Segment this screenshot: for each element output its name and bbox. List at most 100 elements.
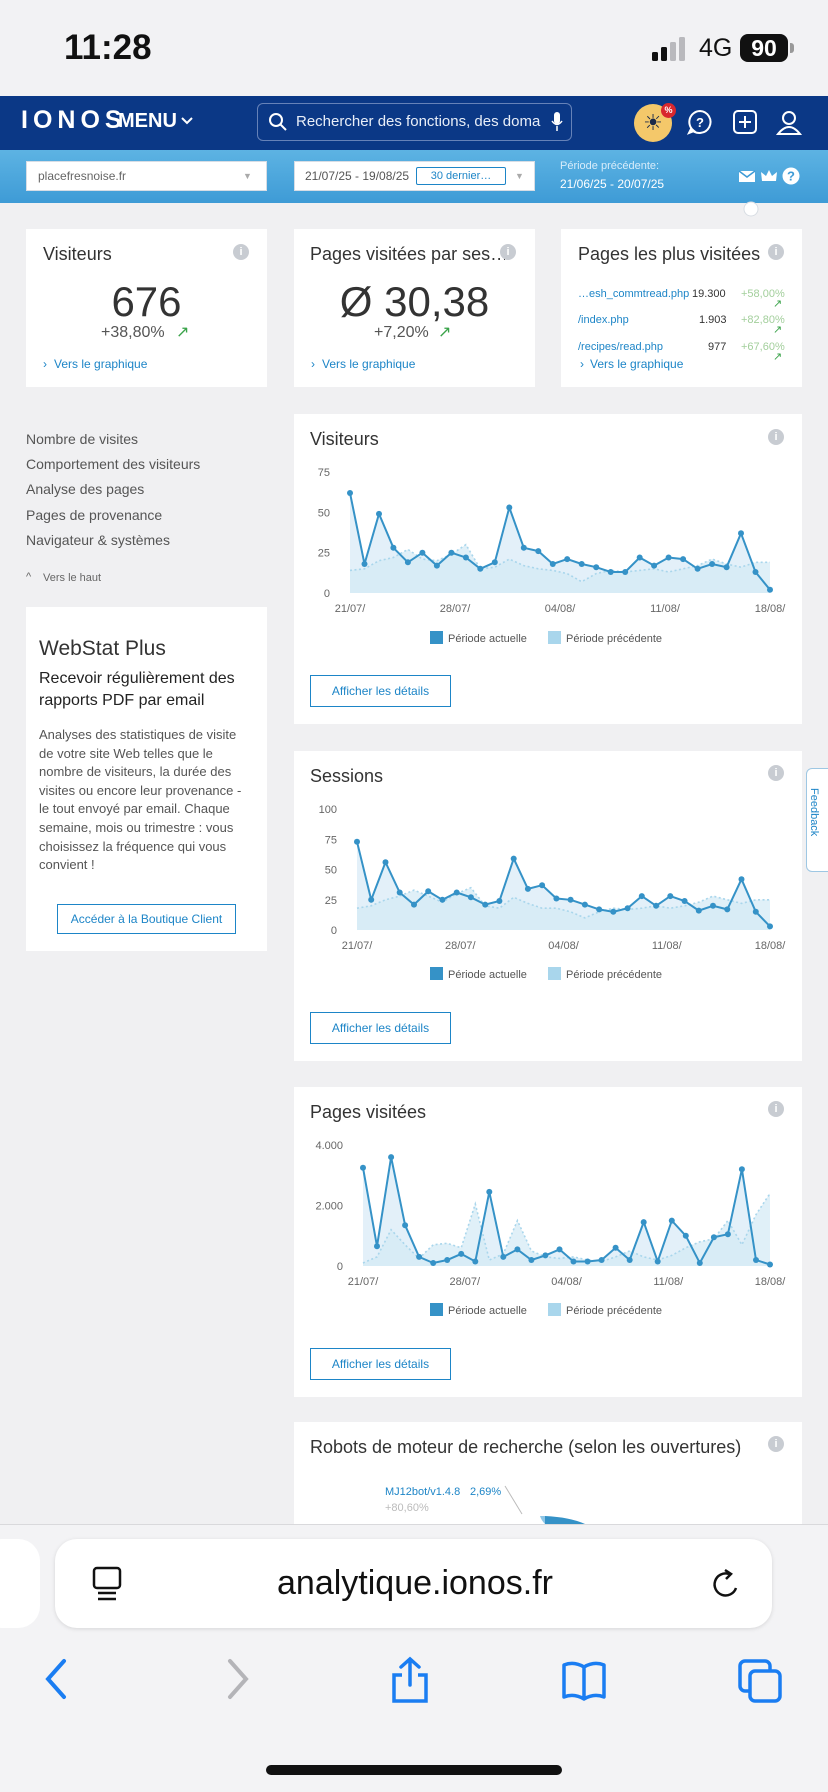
reader-mode-icon[interactable] bbox=[92, 1566, 122, 1602]
sidebar-link-pages[interactable]: Analyse des pages bbox=[26, 481, 145, 497]
user-icon[interactable] bbox=[775, 108, 803, 136]
ionos-logo[interactable]: IONOS bbox=[21, 106, 127, 134]
crown-icon[interactable] bbox=[759, 166, 779, 186]
show-details-button[interactable]: Afficher les détails bbox=[310, 1012, 451, 1044]
domain-select[interactable] bbox=[26, 161, 267, 191]
data-point bbox=[581, 901, 588, 908]
feedback-tab[interactable] bbox=[806, 768, 828, 872]
signal-icon bbox=[652, 37, 685, 61]
data-point bbox=[638, 893, 645, 900]
info-icon[interactable]: i bbox=[768, 765, 784, 781]
reload-icon[interactable] bbox=[710, 1568, 742, 1602]
data-point bbox=[694, 565, 701, 572]
data-point bbox=[723, 564, 730, 571]
chart-link[interactable]: Vers le graphique bbox=[54, 357, 148, 371]
legend-current: Période actuelle bbox=[430, 631, 527, 645]
chart-title: Visiteurs bbox=[310, 429, 379, 449]
share-icon[interactable] bbox=[388, 1655, 432, 1703]
mail-icon[interactable] bbox=[737, 166, 757, 186]
chart-title: Robots de moteur de recherche (selon les… bbox=[310, 1437, 742, 1457]
legend-swatch bbox=[548, 967, 561, 980]
data-point bbox=[549, 561, 556, 567]
data-point bbox=[767, 1261, 773, 1268]
forward-icon[interactable] bbox=[214, 1655, 258, 1703]
data-point bbox=[491, 559, 498, 566]
previous-period-value: 21/06/25 - 20/07/25 bbox=[560, 177, 665, 191]
show-details-button[interactable]: Afficher les détails bbox=[310, 1348, 451, 1380]
back-icon[interactable] bbox=[36, 1655, 80, 1703]
add-icon[interactable] bbox=[731, 108, 759, 136]
help-chat-icon[interactable]: ? bbox=[686, 108, 714, 136]
previous-tab-preview[interactable] bbox=[0, 1539, 40, 1628]
sun-icon: ☀ bbox=[643, 110, 663, 135]
search-bar[interactable] bbox=[257, 103, 572, 141]
top-page-count: 19.300 bbox=[692, 288, 726, 300]
tabs-icon[interactable] bbox=[738, 1655, 782, 1703]
data-point bbox=[695, 907, 702, 914]
info-icon[interactable]: i bbox=[768, 1101, 784, 1117]
chevron-down-icon[interactable] bbox=[180, 114, 194, 128]
sidebar-link-behavior[interactable]: Comportement des visiteurs bbox=[26, 456, 201, 472]
menu-button[interactable]: MENU bbox=[118, 110, 177, 132]
shop-button[interactable]: Accéder à la Boutique Client bbox=[57, 904, 236, 934]
dropdown-arrow-icon: ▼ bbox=[243, 171, 252, 181]
previous-period-label: Période précédente: bbox=[560, 160, 660, 172]
data-point bbox=[396, 889, 403, 896]
data-point bbox=[390, 544, 397, 551]
top-page-link[interactable]: /index.php bbox=[578, 314, 629, 326]
data-point bbox=[368, 896, 375, 903]
home-indicator bbox=[266, 1765, 562, 1775]
sidebar-link-visits[interactable]: Nombre de visites bbox=[26, 431, 139, 447]
microphone-icon[interactable] bbox=[551, 112, 563, 132]
data-point bbox=[444, 1257, 451, 1263]
top-page-delta: +58,00% bbox=[741, 288, 785, 300]
data-point bbox=[430, 1260, 437, 1266]
help-icon[interactable]: ? bbox=[781, 166, 801, 186]
date-range-select[interactable] bbox=[294, 161, 535, 191]
search-input[interactable]: Rechercher des fonctions, des domai… bbox=[296, 113, 541, 130]
info-icon[interactable]: i bbox=[233, 244, 249, 260]
legend-swatch bbox=[430, 1303, 443, 1316]
info-icon[interactable]: i bbox=[768, 429, 784, 445]
y-tick-label: 25 bbox=[318, 548, 330, 560]
data-point bbox=[448, 549, 455, 556]
back-to-top-link[interactable]: Vers le haut bbox=[43, 572, 102, 584]
dropdown-arrow-icon: ▼ bbox=[515, 171, 524, 181]
info-icon[interactable]: i bbox=[500, 244, 516, 260]
legend-previous: Période précédente bbox=[548, 967, 662, 981]
legend-previous: Période précédente bbox=[548, 1303, 662, 1317]
legend-label: Période précédente bbox=[566, 1305, 663, 1317]
data-point bbox=[567, 896, 574, 903]
url-text[interactable]: analytique.ionos.fr bbox=[277, 1564, 553, 1602]
kpi-title: Visiteurs bbox=[43, 244, 112, 264]
data-point bbox=[374, 1243, 380, 1250]
show-details-button[interactable]: Afficher les détails bbox=[310, 675, 451, 707]
data-point bbox=[482, 901, 489, 908]
sidebar-link-browsers[interactable]: Navigateur & systèmes bbox=[26, 532, 170, 548]
top-page-link[interactable]: …esh_commtread.php bbox=[578, 288, 690, 300]
pageviews-chart: 0 2.000 4.000 21/07/28/07/04/08/11/08/18/08… bbox=[315, 1140, 786, 1288]
robot-delta: +80,60% bbox=[385, 1502, 429, 1514]
address-bar[interactable] bbox=[55, 1539, 772, 1628]
svg-text:?: ? bbox=[696, 115, 704, 130]
top-page-count: 1.903 bbox=[699, 314, 727, 326]
data-point bbox=[535, 548, 542, 555]
data-point bbox=[402, 1222, 409, 1229]
x-tick-label: 21/07/ bbox=[348, 1276, 380, 1288]
chart-link[interactable]: Vers le graphique bbox=[322, 357, 416, 371]
sidebar-link-referrers[interactable]: Pages de provenance bbox=[26, 507, 163, 523]
data-point bbox=[738, 1166, 745, 1173]
info-icon[interactable]: i bbox=[768, 1436, 784, 1452]
data-point bbox=[752, 569, 759, 575]
chart-link[interactable]: Vers le graphique bbox=[590, 357, 684, 371]
info-icon[interactable]: i bbox=[768, 244, 784, 260]
legend-swatch bbox=[548, 1303, 561, 1316]
data-point bbox=[472, 1258, 479, 1265]
kpi-title: Pages les plus visitées bbox=[578, 244, 761, 264]
data-point bbox=[767, 586, 773, 593]
range-preset[interactable]: 30 dernier… bbox=[416, 167, 506, 185]
top-page-link[interactable]: /recipes/read.php bbox=[578, 341, 663, 353]
data-point bbox=[640, 1219, 647, 1226]
legend-label: Période actuelle bbox=[448, 969, 527, 981]
bookmarks-icon[interactable] bbox=[562, 1655, 606, 1703]
